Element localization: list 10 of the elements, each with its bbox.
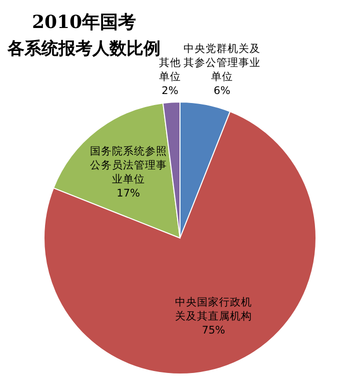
chart-subtitle: 各系统报考人数比例 [6,39,160,59]
data-label: 2% [162,85,178,97]
data-label: 6% [214,85,230,97]
slice-label: 其他单位 [159,56,181,83]
slice-label: 中央党群机关及其参公管理事业单位 [184,42,260,83]
data-label: 75% [202,324,226,336]
slice-label: 中央国家行政机关及其直属机构 [174,295,252,322]
slice-label: 国务院系统参照公务员法管理事业单位 [90,144,167,186]
chart-title: 2010年国考 [32,12,136,33]
data-label: 17% [116,187,140,200]
